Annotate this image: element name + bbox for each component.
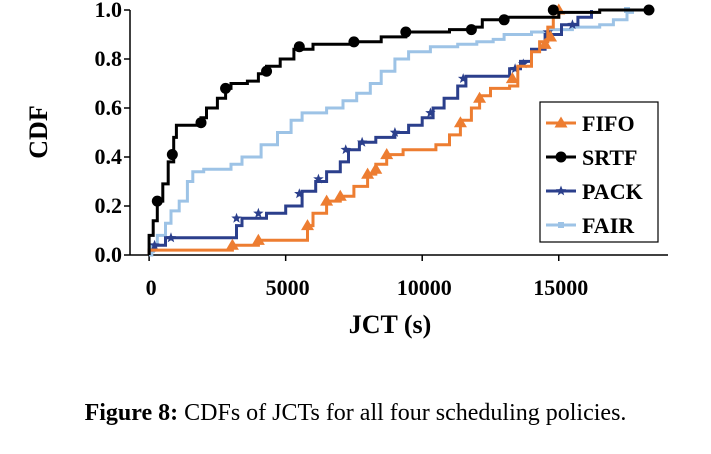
data-point-pack bbox=[518, 58, 529, 69]
y-tick-label: 0.2 bbox=[95, 193, 123, 218]
y-axis-label: CDF bbox=[24, 105, 53, 158]
data-point-pack bbox=[356, 136, 368, 147]
data-point-pack bbox=[509, 63, 521, 74]
y-tick-label: 0.4 bbox=[95, 144, 123, 169]
data-point-pack bbox=[457, 73, 469, 83]
legend-marker-fifo bbox=[554, 116, 568, 128]
chart-legend: FIFO SRTF PACK FAIR bbox=[539, 101, 659, 243]
data-point-pack bbox=[313, 173, 324, 184]
data-point-fifo bbox=[544, 30, 558, 42]
data-point-srtf bbox=[643, 4, 655, 16]
data-point-srtf bbox=[498, 14, 510, 26]
series-line-pack bbox=[147, 10, 593, 255]
data-point-fifo bbox=[538, 37, 552, 49]
y-tick-label: 0.0 bbox=[95, 242, 123, 267]
data-point-fifo bbox=[225, 238, 239, 250]
data-point-srtf bbox=[195, 117, 207, 129]
x-tick-label: 15000 bbox=[533, 275, 588, 300]
data-point-fifo bbox=[380, 148, 394, 160]
data-point-pack bbox=[253, 207, 264, 218]
legend-item-pack: PACK bbox=[546, 179, 643, 204]
data-point-srtf bbox=[220, 82, 232, 94]
data-point-fifo bbox=[473, 91, 487, 103]
x-tick-label: 5000 bbox=[266, 275, 310, 300]
data-point-pack bbox=[567, 19, 578, 30]
figure-caption-text: CDFs of JCTs for all four scheduling pol… bbox=[178, 400, 627, 426]
legend-marker-fair bbox=[558, 222, 564, 228]
data-point-srtf bbox=[166, 149, 178, 161]
legend-marker-srtf bbox=[555, 151, 567, 163]
legend-label-fair: FAIR bbox=[582, 213, 635, 238]
data-point-srtf bbox=[151, 195, 163, 207]
series-srtf bbox=[147, 4, 655, 255]
data-point-fifo bbox=[361, 167, 375, 179]
data-point-fifo bbox=[251, 233, 265, 245]
legend-item-fifo: FIFO bbox=[546, 111, 635, 136]
data-point-pack bbox=[231, 212, 242, 223]
legend-item-srtf: SRTF bbox=[546, 145, 637, 170]
data-point-fifo bbox=[505, 72, 519, 84]
figure-caption: Figure 8: CDFs of JCTs for all four sche… bbox=[0, 400, 711, 427]
y-tick-label: 0.6 bbox=[95, 95, 123, 120]
x-tick-label: 0 bbox=[146, 275, 157, 300]
data-point-srtf bbox=[293, 41, 305, 53]
data-point-fifo bbox=[369, 162, 383, 174]
series-layer bbox=[147, 3, 655, 257]
data-point-srtf bbox=[261, 65, 273, 77]
legend-item-fair: FAIR bbox=[546, 213, 635, 238]
legend-label-fifo: FIFO bbox=[582, 111, 635, 136]
data-point-fifo bbox=[333, 189, 347, 201]
legend-label-pack: PACK bbox=[582, 179, 643, 204]
data-point-pack bbox=[149, 239, 160, 250]
data-point-pack bbox=[425, 107, 436, 118]
data-point-srtf bbox=[465, 24, 477, 36]
data-point-fifo bbox=[453, 116, 467, 128]
legend-marker-pack bbox=[555, 185, 567, 196]
data-point-srtf bbox=[547, 4, 559, 16]
data-point-fifo bbox=[301, 219, 315, 231]
figure-caption-label: Figure 8: bbox=[84, 400, 179, 426]
data-point-srtf bbox=[400, 26, 412, 38]
data-point-pack bbox=[294, 188, 305, 199]
data-point-pack bbox=[340, 144, 351, 155]
legend-label-srtf: SRTF bbox=[582, 145, 637, 170]
y-tick-label: 1.0 bbox=[95, 0, 123, 22]
data-point-pack bbox=[165, 232, 177, 243]
x-tick-label: 10000 bbox=[397, 275, 452, 300]
series-pack bbox=[147, 10, 593, 255]
data-point-fifo bbox=[320, 194, 334, 206]
data-point-pack bbox=[389, 127, 401, 137]
y-tick-label: 0.8 bbox=[95, 46, 123, 71]
x-axis-label: JCT (s) bbox=[349, 310, 432, 339]
chart-axes: 0.0 0.2 0.4 0.6 0.8 1.0 0 5000 10000 15000 bbox=[95, 0, 668, 300]
data-point-srtf bbox=[348, 36, 360, 48]
